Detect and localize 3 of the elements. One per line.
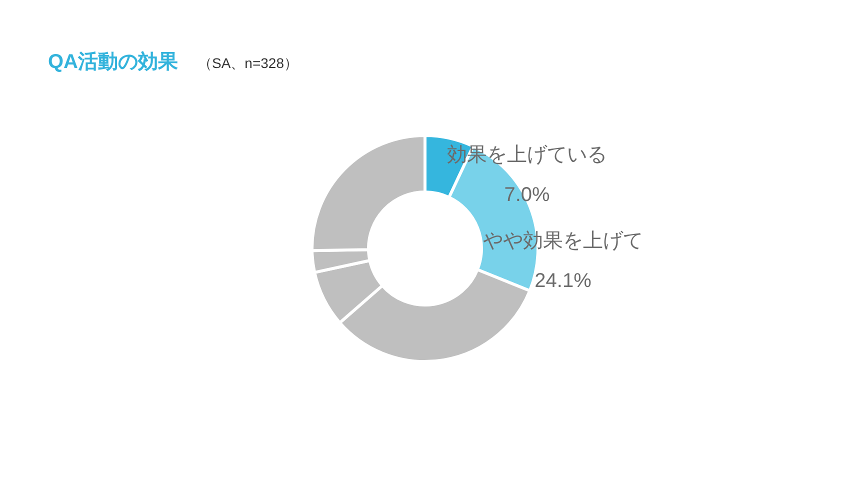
data-label: 24.1%	[534, 270, 592, 292]
text: QA活動の効果	[48, 50, 179, 73]
chart-subtitle: （SA、n=328）	[198, 55, 298, 71]
